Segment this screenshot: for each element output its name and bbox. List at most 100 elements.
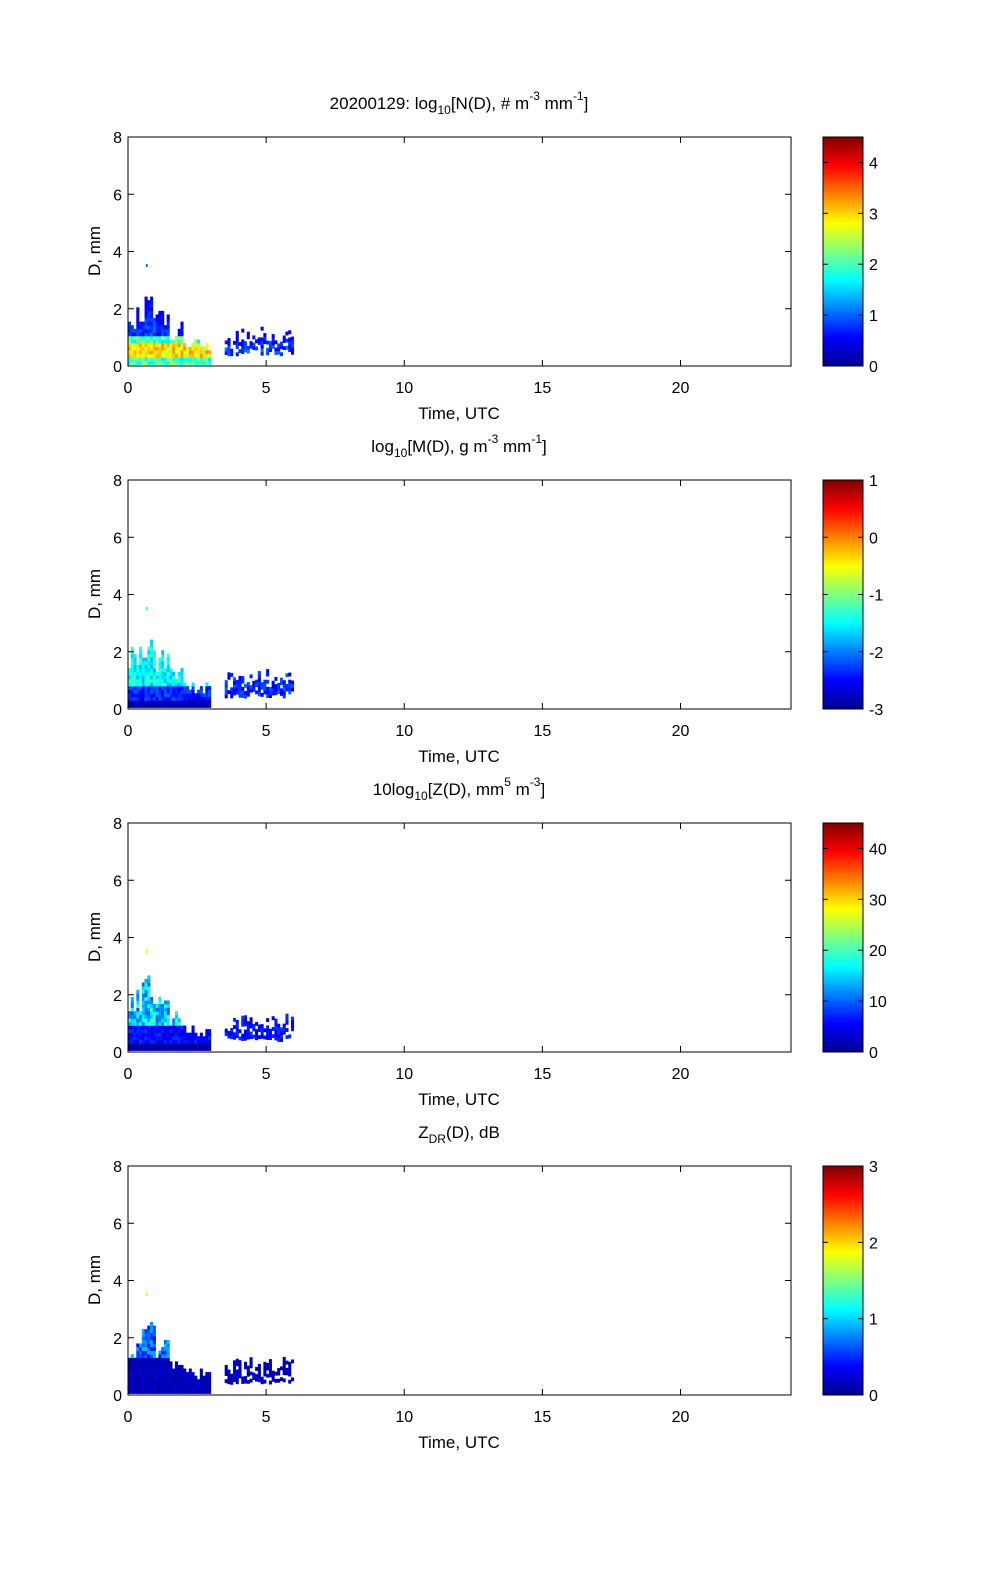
heatmap-cell (279, 1377, 283, 1382)
y-tick-label: 0 (113, 359, 122, 376)
heatmap-cell (150, 668, 154, 673)
panel-title: log10[M(D), g m-3 mm-1] (371, 432, 546, 460)
heatmap-cell (252, 346, 256, 351)
heatmap-cell (202, 1386, 206, 1391)
heatmap-cell (180, 321, 184, 326)
heatmap-cell (141, 1354, 145, 1359)
heatmap-cell (158, 1007, 162, 1012)
heatmap-cell (150, 657, 154, 662)
heatmap-cell (279, 352, 283, 357)
heatmap-cell (177, 689, 181, 694)
heatmap-cell (144, 678, 148, 683)
heatmap-cell (141, 1361, 145, 1366)
heatmap-cell (144, 353, 148, 358)
heatmap-cell (290, 1023, 295, 1028)
y-axis-label: D, mm (85, 912, 104, 962)
heatmap-cell (139, 321, 143, 326)
heatmap-cell (161, 1046, 165, 1051)
colorbar (822, 822, 864, 1053)
heatmap-cell (274, 1036, 278, 1041)
heatmap-cell (227, 1373, 231, 1378)
heatmap-cell (277, 350, 281, 355)
heatmap-cell (205, 346, 209, 351)
heatmap-cell (274, 340, 278, 345)
heatmap-cell (208, 1375, 212, 1380)
heatmap-cell (139, 703, 143, 708)
heatmap-cell (144, 300, 148, 305)
heatmap-cell (197, 689, 201, 694)
heatmap-cell (169, 671, 173, 676)
heatmap-cell (169, 1389, 173, 1394)
heatmap-cell (144, 1021, 148, 1026)
colorbar-tick-label: 0 (869, 359, 878, 376)
heatmap-cell (136, 1036, 140, 1041)
heatmap-cell (235, 1369, 239, 1374)
heatmap-cell (277, 1371, 281, 1376)
heatmap-cell (166, 661, 170, 665)
heatmap-cell (150, 693, 154, 698)
heatmap-cell (230, 694, 234, 699)
heatmap-cell (144, 979, 148, 983)
heatmap-cell (141, 678, 145, 683)
heatmap-cell (169, 678, 173, 683)
heatmap-cell (155, 343, 159, 347)
heatmap-cell (166, 343, 170, 347)
heatmap-cell (252, 680, 256, 685)
heatmap-cell (279, 345, 283, 350)
heatmap-cell (144, 346, 148, 351)
heatmap-cell (139, 360, 143, 365)
heatmap-cell (169, 700, 173, 705)
heatmap-cell (208, 357, 212, 362)
heatmap-cell (249, 1024, 253, 1029)
x-tick-label: 10 (395, 380, 413, 397)
heatmap-cell (188, 703, 192, 708)
heatmap-cell (144, 1011, 148, 1016)
heatmap-cell (180, 693, 184, 698)
heatmap-cell (141, 1004, 145, 1008)
heatmap-cell (130, 1043, 134, 1048)
heatmap-cell (128, 675, 132, 680)
heatmap-cell (163, 1339, 167, 1344)
heatmap-cell (147, 664, 151, 669)
heatmap-cell (141, 1386, 145, 1391)
heatmap-cell (180, 1046, 184, 1051)
heatmap-cell (257, 1024, 261, 1029)
heatmap-cell (194, 1032, 198, 1037)
heatmap-cell (139, 1361, 143, 1366)
heatmap-cell (274, 347, 278, 352)
heatmap-cell (158, 1032, 162, 1037)
heatmap-cell (166, 325, 170, 330)
heatmap-cell (174, 1043, 179, 1048)
heatmap-cell (257, 688, 261, 693)
heatmap-cell (152, 350, 156, 355)
heatmap-cell (288, 330, 292, 335)
heatmap-cell (141, 343, 145, 347)
heatmap-cell (133, 686, 137, 690)
heatmap-cell (130, 671, 134, 676)
heatmap-cell (279, 341, 283, 346)
heatmap-cell (144, 686, 148, 690)
heatmap-cell (180, 325, 184, 330)
heatmap-cell (260, 344, 264, 349)
heatmap-cell (186, 1389, 190, 1394)
heatmap-cell (130, 693, 134, 698)
heatmap-cell (186, 696, 190, 701)
heatmap-cell (208, 1372, 212, 1376)
heatmap-cell (183, 1036, 187, 1041)
heatmap-cell (128, 335, 132, 340)
heatmap-cell (147, 982, 151, 987)
heatmap-cell (141, 350, 145, 355)
heatmap-cell (244, 1029, 248, 1034)
heatmap-cell (186, 1386, 190, 1391)
colorbar (822, 1165, 864, 1396)
heatmap-cell (205, 1036, 209, 1041)
heatmap-cell (282, 1030, 286, 1035)
heatmap-cell (169, 1364, 173, 1369)
heatmap-cell (208, 350, 212, 355)
heatmap-cell (230, 1031, 234, 1036)
x-tick-label: 15 (533, 723, 551, 740)
x-axis: 0 5 10 15 20 (124, 1166, 690, 1426)
heatmap-cell (150, 1329, 154, 1334)
heatmap-cell (150, 325, 154, 330)
heatmap-cell (133, 1375, 137, 1380)
